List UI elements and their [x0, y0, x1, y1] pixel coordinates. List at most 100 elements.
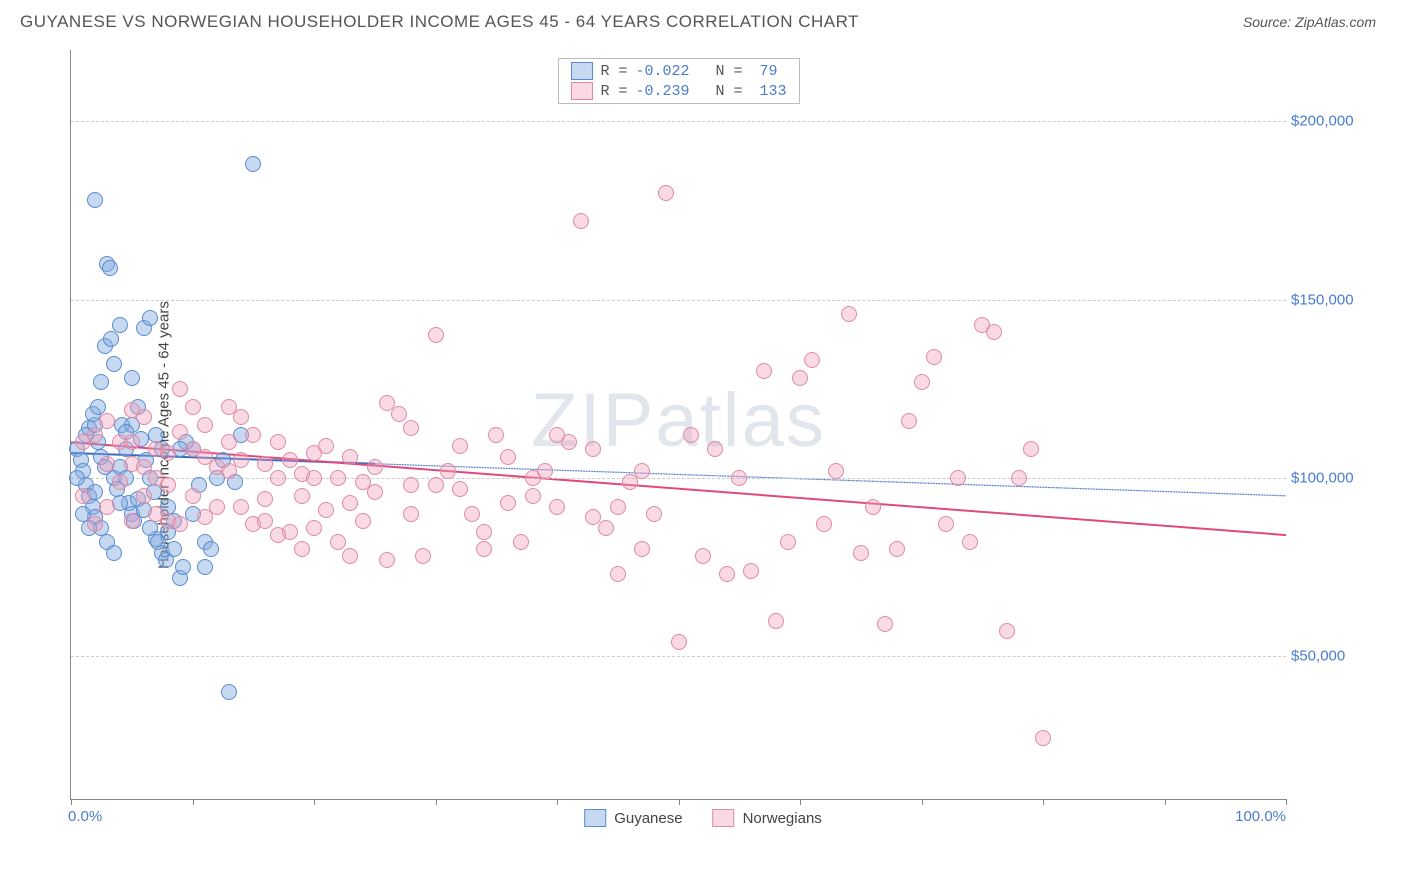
scatter-point [87, 192, 103, 208]
scatter-point [598, 520, 614, 536]
scatter-point [428, 477, 444, 493]
chart-header: GUYANESE VS NORWEGIAN HOUSEHOLDER INCOME… [0, 0, 1406, 40]
scatter-point [75, 488, 91, 504]
scatter-point [841, 306, 857, 322]
stat-n-value: 133 [751, 83, 787, 100]
scatter-point [500, 449, 516, 465]
scatter-point [318, 438, 334, 454]
scatter-point [950, 470, 966, 486]
stat-n-label: N = [698, 83, 743, 100]
x-tick [436, 799, 437, 805]
x-tick [314, 799, 315, 805]
scatter-point [719, 566, 735, 582]
scatter-point [865, 499, 881, 515]
scatter-point [245, 156, 261, 172]
x-axis-max-label: 100.0% [1235, 808, 1286, 825]
stats-legend-row: R = -0.022 N = 79 [558, 61, 798, 81]
stats-legend-row: R = -0.239 N = 133 [558, 81, 798, 101]
scatter-point [282, 452, 298, 468]
x-axis-min-label: 0.0% [68, 808, 102, 825]
scatter-point [124, 513, 140, 529]
scatter-point [99, 413, 115, 429]
x-tick [1286, 799, 1287, 805]
scatter-point [634, 463, 650, 479]
chart-container: Householder Income Ages 45 - 64 years ZI… [20, 40, 1386, 830]
scatter-point [743, 563, 759, 579]
scatter-point [233, 499, 249, 515]
scatter-point [257, 456, 273, 472]
source-label: Source: ZipAtlas.com [1243, 14, 1376, 30]
scatter-point [792, 370, 808, 386]
scatter-point [87, 427, 103, 443]
scatter-point [124, 434, 140, 450]
legend-label: Norwegians [743, 810, 822, 827]
scatter-point [452, 438, 468, 454]
watermark-text: ZIPatlas [531, 377, 826, 464]
scatter-point [294, 488, 310, 504]
plot-area: ZIPatlas R = -0.022 N = 79R = -0.239 N =… [70, 50, 1286, 800]
scatter-point [986, 324, 1002, 340]
scatter-point [342, 495, 358, 511]
legend-swatch [713, 809, 735, 827]
scatter-point [513, 534, 529, 550]
stat-r-label: R = [600, 63, 627, 80]
stat-r-value: -0.022 [635, 63, 689, 80]
scatter-point [707, 441, 723, 457]
scatter-point [166, 541, 182, 557]
scatter-point [768, 613, 784, 629]
scatter-point [175, 559, 191, 575]
scatter-point [257, 513, 273, 529]
scatter-point [172, 424, 188, 440]
scatter-point [136, 488, 152, 504]
scatter-point [172, 381, 188, 397]
legend-item: Guyanese [584, 809, 682, 827]
stat-r-value: -0.239 [635, 83, 689, 100]
scatter-point [683, 427, 699, 443]
scatter-point [172, 516, 188, 532]
scatter-point [804, 352, 820, 368]
scatter-point [403, 506, 419, 522]
scatter-point [646, 506, 662, 522]
scatter-point [403, 477, 419, 493]
scatter-point [440, 463, 456, 479]
scatter-point [197, 417, 213, 433]
scatter-point [367, 484, 383, 500]
scatter-point [106, 356, 122, 372]
scatter-point [270, 434, 286, 450]
legend-swatch [570, 62, 592, 80]
y-tick-label: $200,000 [1291, 113, 1381, 130]
scatter-point [525, 488, 541, 504]
x-tick [1165, 799, 1166, 805]
scatter-point [428, 327, 444, 343]
scatter-point [1011, 470, 1027, 486]
scatter-point [476, 541, 492, 557]
scatter-point [962, 534, 978, 550]
scatter-point [197, 559, 213, 575]
scatter-point [330, 470, 346, 486]
scatter-point [197, 509, 213, 525]
gridline [71, 121, 1286, 122]
stat-n-label: N = [698, 63, 743, 80]
scatter-point [142, 310, 158, 326]
scatter-point [549, 427, 565, 443]
scatter-point [221, 434, 237, 450]
x-tick [1043, 799, 1044, 805]
scatter-point [549, 499, 565, 515]
scatter-point [185, 441, 201, 457]
scatter-point [525, 470, 541, 486]
scatter-point [221, 399, 237, 415]
x-tick [193, 799, 194, 805]
scatter-point [926, 349, 942, 365]
legend-item: Norwegians [713, 809, 822, 827]
scatter-point [889, 541, 905, 557]
scatter-point [102, 260, 118, 276]
scatter-point [318, 502, 334, 518]
scatter-point [1023, 441, 1039, 457]
scatter-point [136, 409, 152, 425]
scatter-point [203, 541, 219, 557]
stat-n-value: 79 [751, 63, 778, 80]
scatter-point [828, 463, 844, 479]
scatter-point [306, 520, 322, 536]
gridline [71, 478, 1286, 479]
scatter-point [938, 516, 954, 532]
